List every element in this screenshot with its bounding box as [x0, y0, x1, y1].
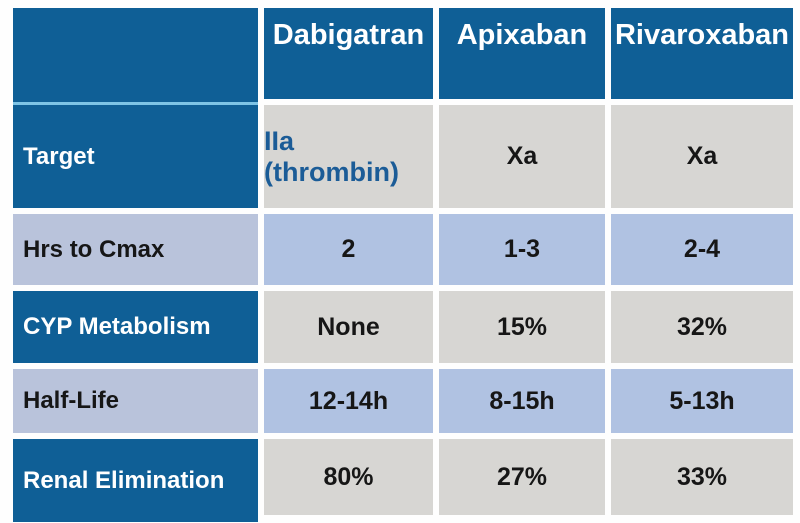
- cell-cyp-dabigatran: None: [264, 291, 433, 363]
- drug-comparison-table: Dabigatran Apixaban Rivaroxaban Target I…: [13, 8, 793, 522]
- cell-target-apixaban: Xa: [439, 105, 605, 208]
- row-label-cyp-metabolism: CYP Metabolism: [13, 291, 258, 363]
- cell-target-rivaroxaban: Xa: [611, 105, 793, 208]
- cell-renal-dabigatran: 80%: [264, 439, 433, 515]
- cell-cmax-rivaroxaban: 2-4: [611, 214, 793, 285]
- cell-halflife-apixaban: 8-15h: [439, 369, 605, 433]
- cell-halflife-dabigatran: 12-14h: [264, 369, 433, 433]
- row-label-target: Target: [13, 105, 258, 208]
- cell-cyp-apixaban: 15%: [439, 291, 605, 363]
- column-header-rivaroxaban: Rivaroxaban: [611, 8, 793, 99]
- cell-target-dabigatran: IIa (thrombin): [264, 105, 433, 208]
- corner-cell: [13, 8, 258, 105]
- cell-cmax-apixaban: 1-3: [439, 214, 605, 285]
- cell-renal-rivaroxaban: 33%: [611, 439, 793, 515]
- cell-renal-apixaban: 27%: [439, 439, 605, 515]
- row-label-hrs-to-cmax: Hrs to Cmax: [13, 214, 258, 285]
- row-label-half-life: Half-Life: [13, 369, 258, 433]
- cell-cmax-dabigatran: 2: [264, 214, 433, 285]
- row-label-renal-elimination: Renal Elimination: [13, 439, 258, 522]
- cell-cyp-rivaroxaban: 32%: [611, 291, 793, 363]
- column-header-dabigatran: Dabigatran: [264, 8, 433, 99]
- column-header-apixaban: Apixaban: [439, 8, 605, 99]
- cell-halflife-rivaroxaban: 5-13h: [611, 369, 793, 433]
